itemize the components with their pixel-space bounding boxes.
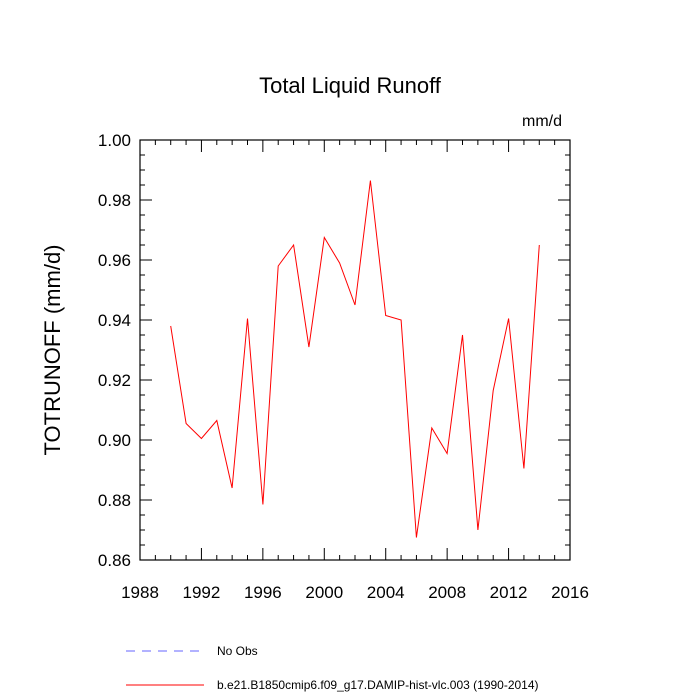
legend: No Obs b.e21.B1850cmip6.f09_g17.DAMIP-his…: [126, 644, 539, 692]
series-line: [170, 180, 540, 538]
axis-tick-labels: 1988 1992 1996 2000 2004 2008 2012 2016 0.86 0.88…: [98, 131, 589, 602]
x-tick-label: 2000: [305, 583, 343, 602]
series-layer: [170, 180, 540, 538]
x-tick-label: 1996: [244, 583, 282, 602]
x-tick-label: 1992: [183, 583, 221, 602]
y-tick-label: 1.00: [98, 131, 131, 150]
legend-label: b.e21.B1850cmip6.f09_g17.DAMIP-hist-vlc.…: [217, 678, 539, 692]
y-tick-label: 0.88: [98, 491, 131, 510]
x-tick-label: 2012: [490, 583, 528, 602]
x-tick-label: 1988: [121, 583, 159, 602]
y-tick-label: 0.94: [98, 311, 131, 330]
units-label: mm/d: [522, 113, 562, 130]
y-tick-label: 0.98: [98, 191, 131, 210]
legend-label: No Obs: [217, 644, 258, 658]
y-tick-label: 0.90: [98, 431, 131, 450]
plot-frame: [139, 139, 571, 561]
y-tick-label: 0.86: [98, 551, 131, 570]
x-tick-label: 2016: [551, 583, 589, 602]
y-axis-label: TOTRUNOFF (mm/d): [40, 244, 65, 455]
axis-ticks: [139, 139, 571, 561]
y-tick-label: 0.92: [98, 371, 131, 390]
x-tick-label: 2004: [367, 583, 405, 602]
y-tick-label: 0.96: [98, 251, 131, 270]
x-tick-label: 2008: [428, 583, 466, 602]
chart-title: Total Liquid Runoff: [259, 73, 442, 98]
